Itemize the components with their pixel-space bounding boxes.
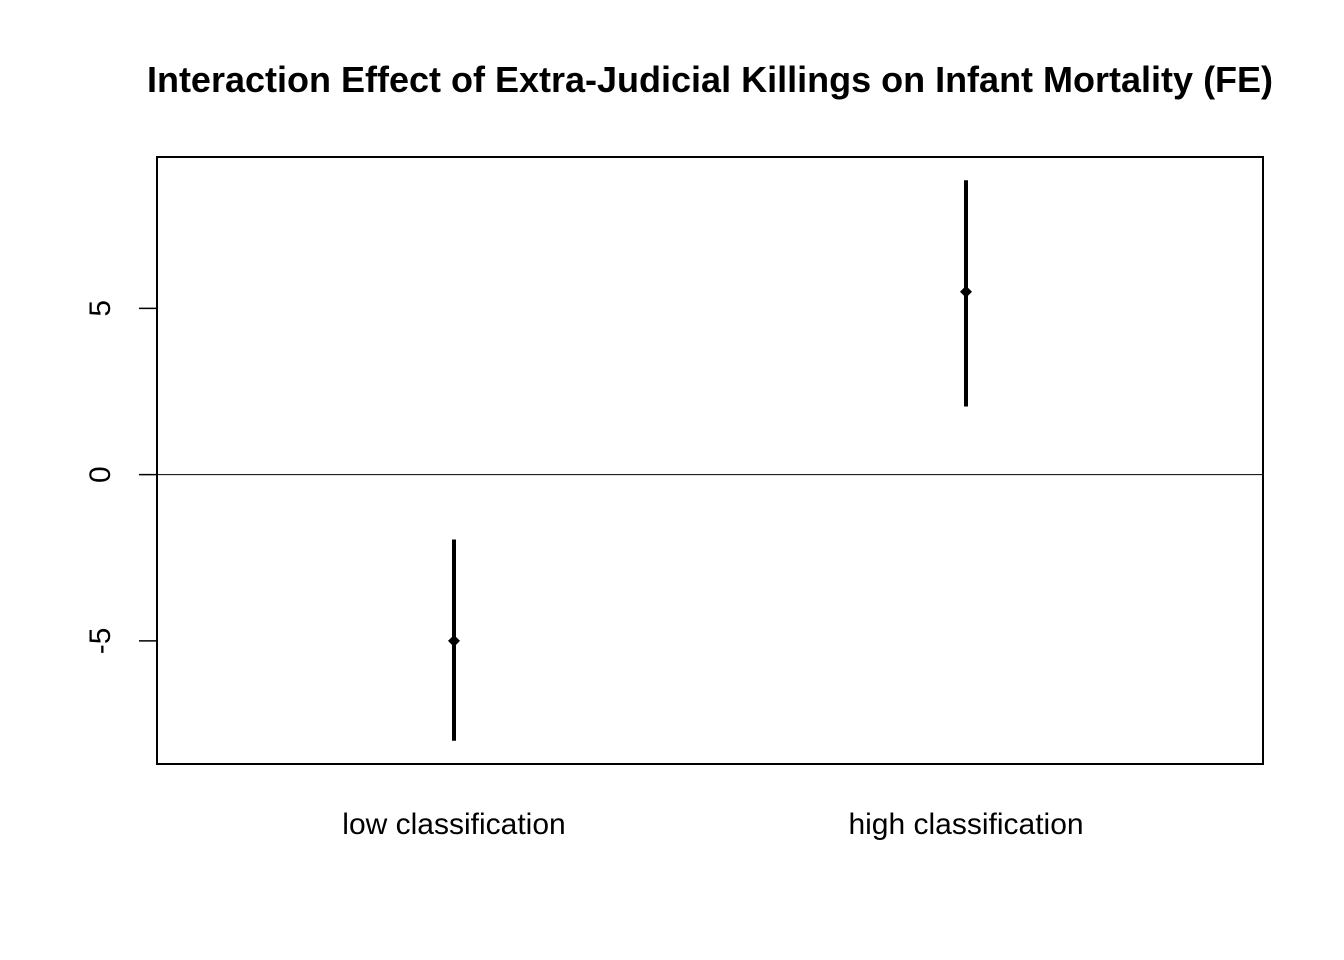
error-bars xyxy=(448,180,972,741)
y-tick-label: 5 xyxy=(84,300,117,317)
x-axis: low classification high classification xyxy=(342,808,1083,841)
plot-frame xyxy=(156,156,1264,765)
x-category-label: low classification xyxy=(342,808,565,841)
y-tick-label: 0 xyxy=(84,466,117,483)
y-tick-label: -5 xyxy=(84,628,117,655)
chart-title: Interaction Effect of Extra-Judicial Kil… xyxy=(147,59,1273,100)
x-category-label: high classification xyxy=(848,808,1083,841)
y-axis: -5 0 5 xyxy=(84,300,157,654)
point-estimate-marker xyxy=(960,285,972,298)
point-estimate-marker xyxy=(448,634,460,647)
